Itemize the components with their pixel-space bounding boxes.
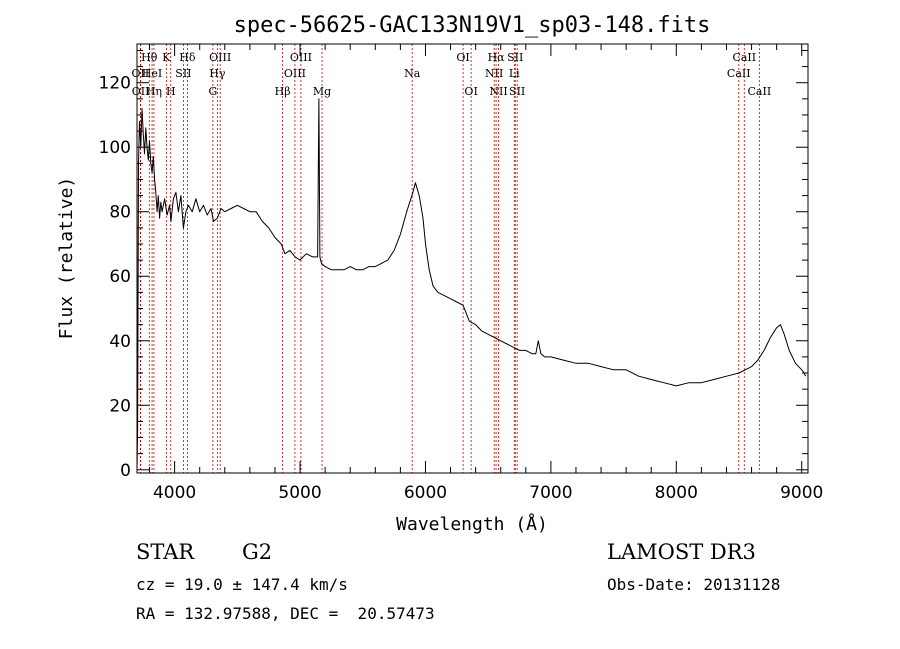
x-axis-label: Wavelength (Å) bbox=[396, 513, 548, 535]
line-label: OIII bbox=[209, 51, 231, 64]
line-label: OIII bbox=[290, 51, 312, 64]
line-label: HeI bbox=[142, 67, 162, 80]
line-label: Hα bbox=[488, 51, 506, 64]
line-label: Hβ bbox=[275, 85, 291, 98]
y-axis-label: Flux (relative) bbox=[56, 177, 77, 340]
y-tick-label: 120 bbox=[99, 74, 131, 94]
series-layer bbox=[136, 98, 806, 470]
x-tick-label: 4000 bbox=[153, 483, 196, 503]
line-label: Hη bbox=[146, 85, 162, 98]
line-label: OI bbox=[456, 51, 469, 64]
coordinates-text: RA = 132.97588, DEC = 20.57473 bbox=[136, 604, 435, 623]
line-label: OII bbox=[132, 85, 150, 98]
y-tick-labels: 0 20 40 60 80 100 120 bbox=[99, 74, 131, 481]
y-tick-label: 40 bbox=[109, 332, 131, 352]
line-label: SII bbox=[509, 85, 525, 98]
x-tick-label: 9000 bbox=[780, 483, 823, 503]
line-label: H bbox=[166, 85, 176, 98]
line-label: NII bbox=[485, 67, 503, 80]
object-subclass: G2 bbox=[242, 540, 273, 564]
y-tick-label: 0 bbox=[120, 461, 131, 481]
line-label: OIII bbox=[284, 67, 306, 80]
observation-date: Obs-Date: 20131128 bbox=[607, 575, 781, 594]
y-tick-label: 80 bbox=[109, 203, 131, 223]
line-label: Hγ bbox=[209, 67, 226, 80]
line-label: SII bbox=[507, 51, 523, 64]
x-tick-label: 8000 bbox=[655, 483, 698, 503]
plot-frame bbox=[136, 43, 809, 474]
line-label: G bbox=[208, 85, 217, 98]
line-label: NII bbox=[489, 85, 507, 98]
redshift-text: cz = 19.0 ± 147.4 km/s bbox=[136, 575, 348, 594]
line-label: Li bbox=[509, 67, 520, 80]
line-label: Na bbox=[404, 67, 421, 80]
line-label: Mg bbox=[313, 85, 331, 98]
x-tick-label: 6000 bbox=[404, 483, 447, 503]
line-label: CaII bbox=[727, 67, 751, 80]
line-label: CaII bbox=[748, 85, 772, 98]
line-label: K bbox=[162, 51, 171, 64]
x-tick-label: 5000 bbox=[278, 483, 321, 503]
spectral-line-labels: OII OII Hθ HeI Hη K H SII Hδ OIII Hγ G Hβ OIII OIII Mg N… bbox=[132, 51, 772, 98]
x-tick-label: 7000 bbox=[529, 483, 572, 503]
line-label: Hθ bbox=[141, 51, 158, 64]
flux-series-line bbox=[136, 98, 806, 470]
survey-name: LAMOST DR3 bbox=[607, 540, 756, 564]
x-tick-labels: 4000 5000 6000 7000 8000 9000 bbox=[153, 483, 823, 503]
axis-ticks bbox=[137, 44, 808, 473]
chart-title: spec-56625-GAC133N19V1_sp03-148.fits bbox=[234, 13, 711, 38]
y-tick-label: 100 bbox=[99, 138, 131, 158]
spectral-line-markers bbox=[139, 44, 760, 473]
y-tick-label: 20 bbox=[109, 396, 131, 416]
line-label: OII bbox=[132, 67, 150, 80]
line-label: SII bbox=[175, 67, 191, 80]
line-label: CaII bbox=[732, 51, 756, 64]
y-tick-label: 60 bbox=[109, 267, 131, 287]
line-label: OI bbox=[464, 85, 477, 98]
line-label: Hδ bbox=[179, 51, 196, 64]
object-class: STAR bbox=[136, 540, 195, 564]
